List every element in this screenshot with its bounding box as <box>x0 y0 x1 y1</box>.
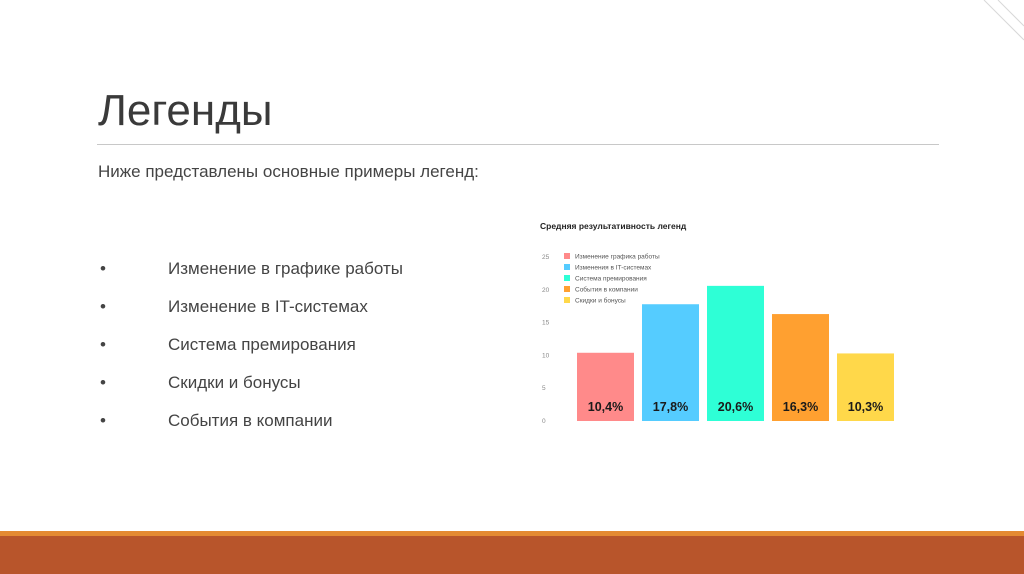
bar-2 <box>642 304 699 421</box>
y-axis: 0 5 10 15 20 25 <box>542 254 550 425</box>
slide-title: Легенды <box>98 86 273 135</box>
corner-decoration <box>983 0 1024 41</box>
bar-4 <box>772 314 829 421</box>
legend-label: Изменение графика работы <box>575 253 660 261</box>
bar-value-label: 17,8% <box>653 400 688 414</box>
bullet-text: Изменение в графике работы <box>168 259 403 278</box>
bullet-text: Скидки и бонусы <box>168 373 301 392</box>
chart-legend: Изменение графика работы Изменения в IT-с… <box>564 253 660 305</box>
bullet-symbol: • <box>100 411 106 430</box>
chart-panel: Средняя результативность легенд 0 5 10 15 20… <box>524 205 932 445</box>
y-tick-label: 5 <box>542 385 546 392</box>
legend-swatch <box>564 297 570 303</box>
title-divider <box>97 144 939 145</box>
bars: 10,4% 17,8% 20,6% 16,3% 10,3% <box>577 285 894 421</box>
bar-value-label: 10,4% <box>588 400 623 414</box>
bar-1 <box>577 352 634 421</box>
legend-label: Скидки и бонусы <box>575 297 626 305</box>
y-tick-label: 10 <box>542 352 550 359</box>
bar-value-label: 20,6% <box>718 400 753 414</box>
legend-swatch <box>564 264 570 270</box>
y-tick-label: 25 <box>542 254 550 261</box>
footer-band <box>0 536 1024 574</box>
legend-label: Изменения в IT-системах <box>575 265 652 272</box>
legend-label: Система премирования <box>575 276 647 283</box>
y-tick-label: 20 <box>542 287 550 294</box>
bar-3 <box>707 285 764 421</box>
bar-5 <box>837 353 894 421</box>
bullet-symbol: • <box>100 373 106 392</box>
y-tick-label: 0 <box>542 418 546 425</box>
bullet-symbol: • <box>100 297 106 316</box>
legend-swatch <box>564 286 570 292</box>
bullet-text: События в компании <box>168 411 333 430</box>
bar-value-label: 16,3% <box>783 400 818 414</box>
chart-title: Средняя результативность легенд <box>540 221 687 231</box>
legend-label: События в компании <box>575 286 638 294</box>
bullet-symbol: • <box>100 259 106 278</box>
bar-chart: Средняя результативность легенд 0 5 10 15 20… <box>540 221 894 425</box>
legend-swatch <box>564 275 570 281</box>
intro-text: Ниже представлены основные примеры леген… <box>98 162 479 181</box>
bullet-symbol: • <box>100 335 106 354</box>
bullet-text: Изменение в IT-системах <box>168 297 368 316</box>
bar-value-label: 10,3% <box>848 400 883 414</box>
legend-swatch <box>564 253 570 259</box>
bullet-text: Система премирования <box>168 335 356 354</box>
footer-band-top <box>0 531 1024 536</box>
y-tick-label: 15 <box>542 320 550 327</box>
